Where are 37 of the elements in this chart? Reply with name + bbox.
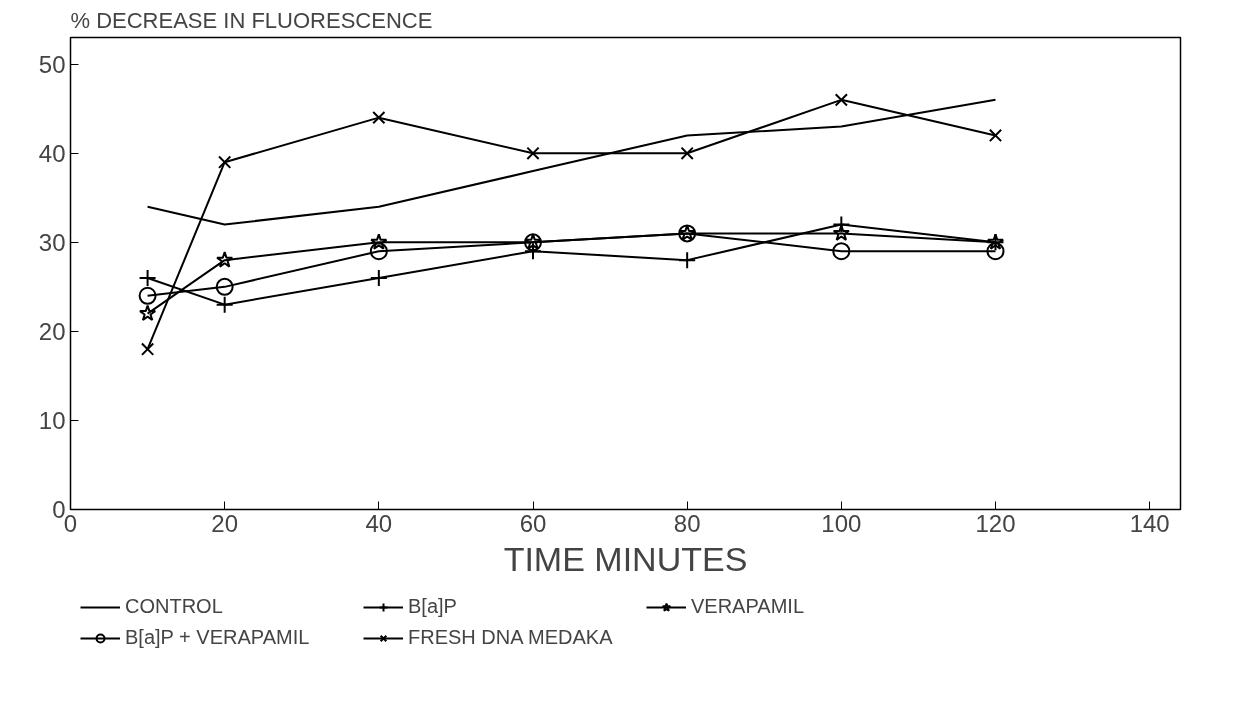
y-tick-label: 30 — [38, 228, 66, 256]
point — [680, 146, 694, 160]
x-tick-label: 120 — [975, 509, 1016, 537]
point — [370, 233, 388, 250]
x-tick-label: 60 — [519, 509, 547, 537]
legend-label: B[a]P — [408, 595, 458, 618]
y-tick-label: 10 — [38, 406, 66, 434]
x-tick-label: 40 — [365, 509, 393, 537]
x-tick-label: 100 — [821, 509, 862, 537]
point — [216, 251, 234, 268]
point — [215, 277, 234, 296]
point — [138, 304, 157, 322]
point — [218, 155, 232, 169]
legend-label: CONTROL — [125, 595, 224, 618]
legend-label: FRESH DNA MEDAKA — [408, 626, 614, 649]
point — [832, 224, 850, 241]
y-axis-title: % DECREASE IN FLUORESCENCE — [70, 7, 433, 33]
point — [369, 242, 388, 261]
x-tick-label: 20 — [211, 509, 239, 537]
point — [138, 286, 157, 305]
point — [215, 295, 234, 314]
point — [372, 110, 386, 125]
point — [832, 242, 851, 261]
x-tick-label: 80 — [673, 509, 701, 537]
legend-label: VERAPAMIL — [691, 595, 805, 618]
y-tick-label: 20 — [38, 317, 66, 345]
point — [140, 342, 155, 356]
x-axis-title: TIME MINUTES — [503, 539, 748, 578]
legend-label: B[a]P + VERAPAMIL — [125, 626, 311, 649]
x-tick-label: 140 — [1129, 509, 1170, 537]
point — [526, 146, 540, 160]
y-tick-label: 50 — [38, 50, 66, 78]
point — [986, 242, 1005, 261]
point — [988, 128, 1003, 143]
y-tick-label: 40 — [38, 139, 66, 167]
point — [834, 93, 848, 107]
point — [678, 251, 697, 270]
